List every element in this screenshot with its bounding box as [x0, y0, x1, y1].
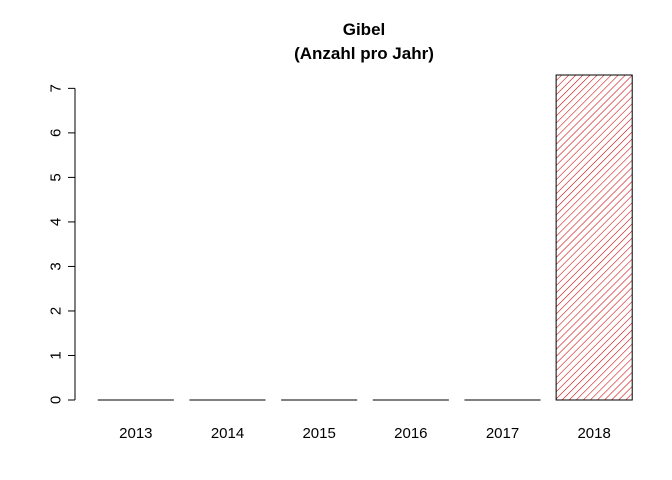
y-tick-label: 1 [48, 351, 65, 359]
x-tick-label-2013: 2013 [119, 425, 152, 442]
x-tick-label-2017: 2017 [486, 425, 519, 442]
x-tick-label-2016: 2016 [394, 425, 427, 442]
x-axis-labels: 2013 2014 2015 2016 2017 2018 [119, 425, 611, 442]
chart-title: Gibel [343, 20, 386, 39]
x-tick-label-2015: 2015 [302, 425, 335, 442]
chart-subtitle: (Anzahl pro Jahr) [294, 44, 434, 63]
bars [97, 74, 633, 401]
y-tick-label: 6 [48, 129, 65, 137]
y-tick-label: 5 [48, 173, 65, 181]
bar-2018 [555, 74, 633, 401]
y-tick-label: 7 [48, 84, 65, 92]
y-tick-label: 3 [48, 262, 65, 270]
y-tick-label: 4 [48, 218, 65, 226]
x-tick-label-2018: 2018 [577, 425, 610, 442]
y-tick-label: 2 [48, 307, 65, 315]
x-tick-label-2014: 2014 [211, 425, 244, 442]
y-axis: 0 1 2 3 4 5 6 7 [48, 84, 76, 404]
y-tick-label: 0 [48, 396, 65, 404]
